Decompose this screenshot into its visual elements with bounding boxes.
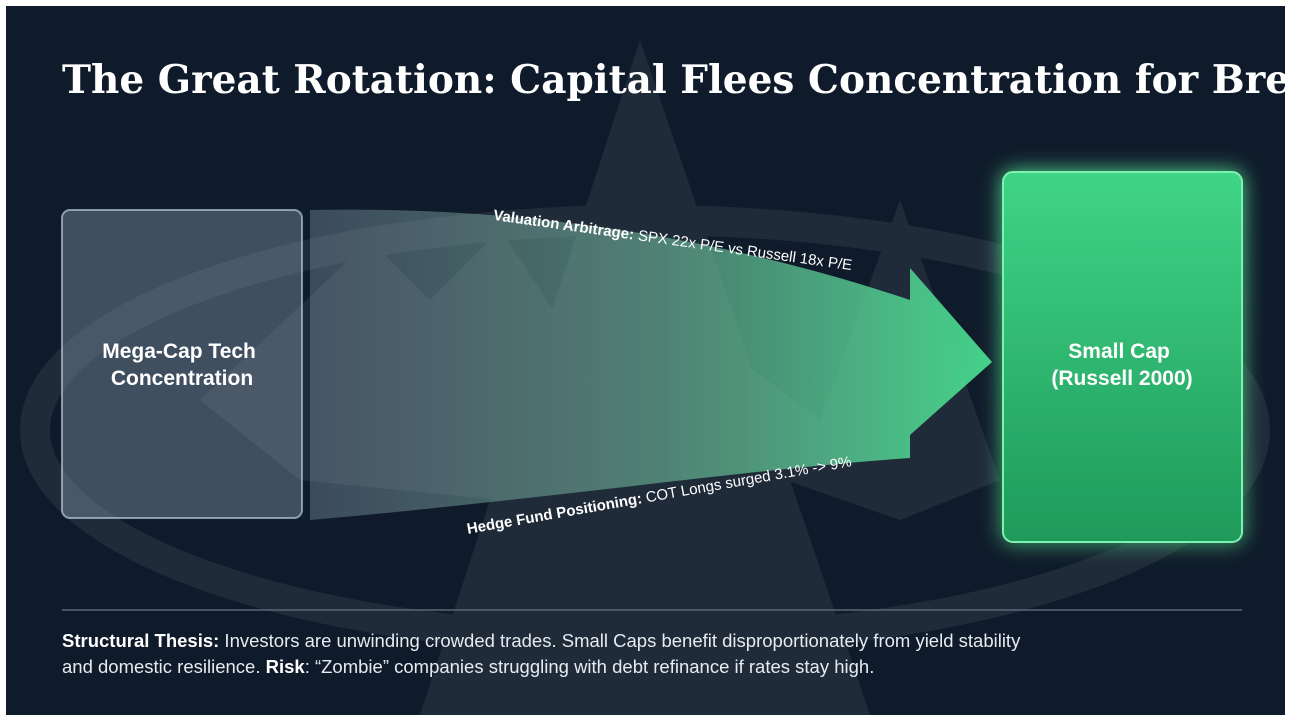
title: The Great Rotation: Capital Flees Concen…	[62, 57, 1291, 103]
label-line: (Russell 2000)	[1051, 367, 1192, 390]
page: The Great Rotation: Capital Flees Concen…	[0, 0, 1291, 721]
source-box	[62, 210, 302, 518]
footer-text: : “Zombie” companies struggling with deb…	[305, 656, 875, 677]
label-line: Mega-Cap Tech	[102, 340, 256, 363]
footer-line: Structural Thesis: Investors are unwindi…	[62, 630, 1021, 651]
infographic: The Great Rotation: Capital Flees Concen…	[0, 0, 1291, 721]
label-line: Small Cap	[1068, 340, 1170, 363]
footer-key: Structural Thesis:	[62, 630, 219, 651]
footer-text: Investors are unwinding crowded trades. …	[219, 630, 1021, 651]
footer-line: and domestic resilience. Risk: “Zombie” …	[62, 656, 874, 677]
footer-key: Risk	[266, 656, 306, 677]
label-line: Concentration	[111, 367, 253, 390]
footer-text: and domestic resilience.	[62, 656, 266, 677]
